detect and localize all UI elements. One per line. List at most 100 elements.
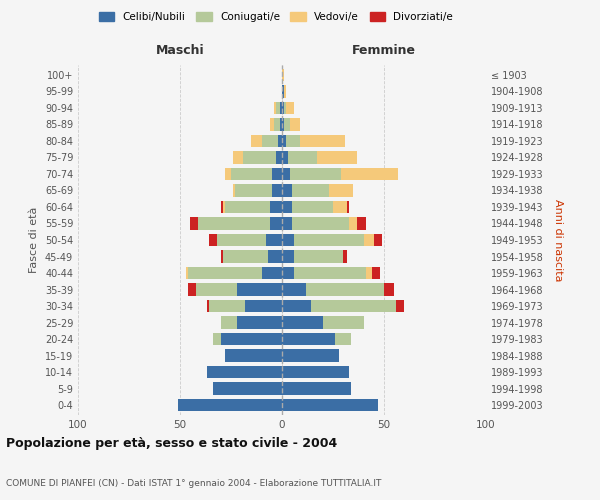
Bar (276, 152, 282, 164)
Bar (341, 168, 398, 180)
Bar (274, 102, 276, 114)
Bar (335, 333, 352, 345)
Bar (282, 300, 311, 312)
Bar (282, 284, 307, 296)
Text: COMUNE DI PIANFEI (CN) - Dati ISTAT 1° gennaio 2004 - Elaborazione TUTTITALIA.IT: COMUNE DI PIANFEI (CN) - Dati ISTAT 1° g… (6, 478, 382, 488)
Bar (282, 366, 349, 378)
Bar (186, 267, 188, 279)
Bar (290, 118, 301, 130)
Bar (251, 135, 262, 147)
Bar (282, 201, 292, 213)
Bar (301, 135, 345, 147)
Legend: Celibi/Nubili, Coniugati/e, Vedovi/e, Divorziati/e: Celibi/Nubili, Coniugati/e, Vedovi/e, Di… (95, 8, 457, 26)
Bar (276, 102, 280, 114)
Bar (384, 284, 394, 296)
Bar (282, 218, 292, 230)
Bar (266, 234, 282, 246)
Bar (284, 85, 286, 98)
Bar (221, 316, 237, 328)
Bar (212, 382, 282, 395)
Bar (292, 218, 349, 230)
Bar (272, 168, 282, 180)
Bar (237, 284, 282, 296)
Bar (262, 135, 278, 147)
Bar (282, 350, 339, 362)
Bar (282, 382, 352, 395)
Bar (282, 184, 292, 196)
Y-axis label: Fasce di età: Fasce di età (29, 207, 39, 273)
Bar (307, 284, 384, 296)
Bar (221, 201, 223, 213)
Bar (396, 300, 404, 312)
Bar (333, 201, 347, 213)
Text: Popolazione per età, sesso e stato civile - 2004: Popolazione per età, sesso e stato civil… (6, 437, 337, 450)
Bar (235, 184, 272, 196)
Bar (221, 250, 223, 262)
Bar (323, 316, 364, 328)
Bar (294, 234, 364, 246)
Bar (243, 152, 276, 164)
Bar (292, 184, 329, 196)
Bar (282, 316, 323, 328)
Bar (282, 102, 284, 114)
Bar (262, 267, 282, 279)
Bar (349, 218, 358, 230)
Bar (282, 250, 294, 262)
Bar (233, 152, 243, 164)
Bar (364, 234, 374, 246)
Bar (282, 68, 284, 81)
Bar (212, 333, 221, 345)
Text: Femmine: Femmine (352, 44, 416, 57)
Bar (268, 250, 282, 262)
Bar (280, 118, 282, 130)
Bar (286, 102, 294, 114)
Bar (372, 267, 380, 279)
Bar (374, 234, 382, 246)
Bar (290, 168, 341, 180)
Bar (282, 135, 286, 147)
Bar (282, 152, 288, 164)
Bar (329, 184, 353, 196)
Bar (233, 184, 235, 196)
Bar (270, 201, 282, 213)
Bar (347, 201, 349, 213)
Bar (270, 118, 274, 130)
Bar (282, 85, 284, 98)
Bar (245, 300, 282, 312)
Bar (274, 118, 280, 130)
Bar (292, 201, 333, 213)
Bar (225, 201, 270, 213)
Bar (280, 102, 282, 114)
Bar (294, 267, 365, 279)
Bar (358, 218, 365, 230)
Bar (209, 300, 245, 312)
Bar (188, 284, 196, 296)
Bar (196, 284, 237, 296)
Bar (282, 168, 290, 180)
Bar (278, 135, 282, 147)
Bar (286, 135, 301, 147)
Bar (282, 333, 335, 345)
Y-axis label: Anni di nascita: Anni di nascita (553, 198, 563, 281)
Bar (343, 250, 347, 262)
Bar (284, 102, 286, 114)
Bar (294, 250, 343, 262)
Bar (221, 333, 282, 345)
Bar (272, 184, 282, 196)
Bar (288, 152, 317, 164)
Bar (206, 366, 282, 378)
Bar (223, 201, 225, 213)
Bar (317, 152, 358, 164)
Bar (188, 267, 262, 279)
Bar (282, 234, 294, 246)
Bar (225, 350, 282, 362)
Text: Maschi: Maschi (155, 44, 205, 57)
Bar (365, 267, 372, 279)
Bar (282, 267, 294, 279)
Bar (217, 234, 266, 246)
Bar (223, 250, 268, 262)
Bar (282, 118, 284, 130)
Bar (311, 300, 396, 312)
Bar (206, 300, 209, 312)
Bar (237, 316, 282, 328)
